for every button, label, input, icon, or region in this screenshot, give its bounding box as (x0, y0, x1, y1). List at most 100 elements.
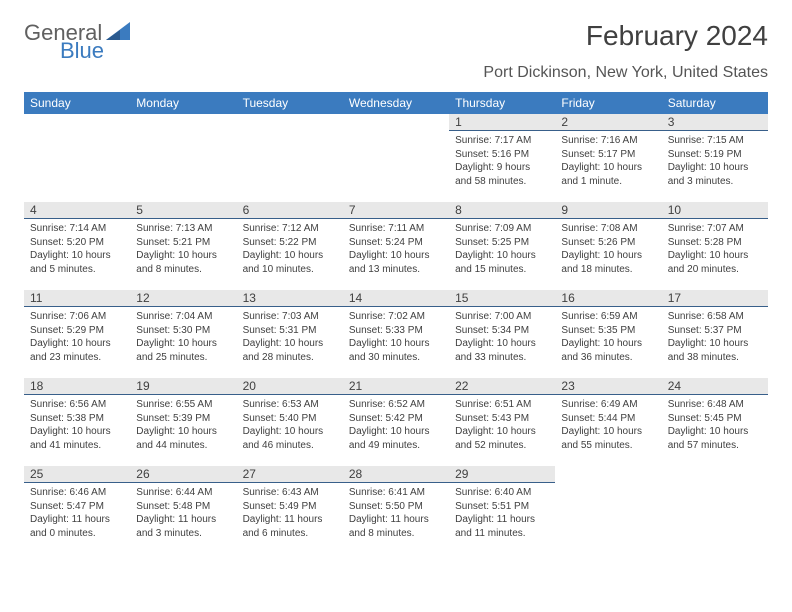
calendar-day-cell: 2Sunrise: 7:16 AMSunset: 5:17 PMDaylight… (555, 114, 661, 202)
sunrise-text: Sunrise: 6:44 AM (136, 486, 230, 500)
day-number (555, 466, 661, 468)
weekday-header: Sunday (24, 92, 130, 114)
sunset-text: Sunset: 5:24 PM (349, 236, 443, 250)
sunrise-text: Sunrise: 7:02 AM (349, 310, 443, 324)
daylight-text: Daylight: 11 hours and 8 minutes. (349, 513, 443, 540)
sunset-text: Sunset: 5:39 PM (136, 412, 230, 426)
daylight-text: Daylight: 10 hours and 18 minutes. (561, 249, 655, 276)
calendar-week-row: 25Sunrise: 6:46 AMSunset: 5:47 PMDayligh… (24, 466, 768, 554)
sunrise-text: Sunrise: 6:59 AM (561, 310, 655, 324)
daylight-text: Daylight: 10 hours and 1 minute. (561, 161, 655, 188)
daylight-text: Daylight: 10 hours and 33 minutes. (455, 337, 549, 364)
sun-info: Sunrise: 6:44 AMSunset: 5:48 PMDaylight:… (130, 483, 236, 542)
daylight-text: Daylight: 10 hours and 52 minutes. (455, 425, 549, 452)
daylight-text: Daylight: 10 hours and 10 minutes. (243, 249, 337, 276)
sunrise-text: Sunrise: 7:09 AM (455, 222, 549, 236)
day-number: 13 (237, 290, 343, 307)
sun-info: Sunrise: 6:53 AMSunset: 5:40 PMDaylight:… (237, 395, 343, 454)
daylight-text: Daylight: 10 hours and 20 minutes. (668, 249, 762, 276)
calendar-week-row: 4Sunrise: 7:14 AMSunset: 5:20 PMDaylight… (24, 202, 768, 290)
calendar-day-cell: 5Sunrise: 7:13 AMSunset: 5:21 PMDaylight… (130, 202, 236, 290)
sunset-text: Sunset: 5:34 PM (455, 324, 549, 338)
day-number (662, 466, 768, 468)
calendar-day-cell: 8Sunrise: 7:09 AMSunset: 5:25 PMDaylight… (449, 202, 555, 290)
weekday-header: Saturday (662, 92, 768, 114)
day-number: 28 (343, 466, 449, 483)
day-number: 18 (24, 378, 130, 395)
sunset-text: Sunset: 5:50 PM (349, 500, 443, 514)
daylight-text: Daylight: 10 hours and 55 minutes. (561, 425, 655, 452)
daylight-text: Daylight: 10 hours and 38 minutes. (668, 337, 762, 364)
calendar-day-cell: 9Sunrise: 7:08 AMSunset: 5:26 PMDaylight… (555, 202, 661, 290)
day-number: 7 (343, 202, 449, 219)
weekday-header: Tuesday (237, 92, 343, 114)
sun-info: Sunrise: 7:13 AMSunset: 5:21 PMDaylight:… (130, 219, 236, 278)
sunrise-text: Sunrise: 6:49 AM (561, 398, 655, 412)
sunset-text: Sunset: 5:47 PM (30, 500, 124, 514)
day-number: 12 (130, 290, 236, 307)
day-number: 9 (555, 202, 661, 219)
daylight-text: Daylight: 10 hours and 25 minutes. (136, 337, 230, 364)
weekday-header-row: Sunday Monday Tuesday Wednesday Thursday… (24, 92, 768, 114)
page-title: February 2024 (586, 20, 768, 52)
daylight-text: Daylight: 10 hours and 28 minutes. (243, 337, 337, 364)
sun-info: Sunrise: 7:16 AMSunset: 5:17 PMDaylight:… (555, 131, 661, 190)
sun-info: Sunrise: 7:08 AMSunset: 5:26 PMDaylight:… (555, 219, 661, 278)
weekday-header: Wednesday (343, 92, 449, 114)
sunset-text: Sunset: 5:44 PM (561, 412, 655, 426)
day-number: 25 (24, 466, 130, 483)
sun-info: Sunrise: 6:46 AMSunset: 5:47 PMDaylight:… (24, 483, 130, 542)
sunrise-text: Sunrise: 7:03 AM (243, 310, 337, 324)
calendar-day-cell (24, 114, 130, 202)
sun-info: Sunrise: 7:09 AMSunset: 5:25 PMDaylight:… (449, 219, 555, 278)
calendar-day-cell: 25Sunrise: 6:46 AMSunset: 5:47 PMDayligh… (24, 466, 130, 554)
day-number (237, 114, 343, 116)
day-number: 3 (662, 114, 768, 131)
sunset-text: Sunset: 5:37 PM (668, 324, 762, 338)
calendar-day-cell: 18Sunrise: 6:56 AMSunset: 5:38 PMDayligh… (24, 378, 130, 466)
calendar-day-cell: 12Sunrise: 7:04 AMSunset: 5:30 PMDayligh… (130, 290, 236, 378)
daylight-text: Daylight: 10 hours and 44 minutes. (136, 425, 230, 452)
calendar-day-cell (662, 466, 768, 554)
day-number (343, 114, 449, 116)
calendar-day-cell: 29Sunrise: 6:40 AMSunset: 5:51 PMDayligh… (449, 466, 555, 554)
sunset-text: Sunset: 5:51 PM (455, 500, 549, 514)
day-number: 21 (343, 378, 449, 395)
day-number: 27 (237, 466, 343, 483)
day-number: 16 (555, 290, 661, 307)
calendar-day-cell (130, 114, 236, 202)
daylight-text: Daylight: 11 hours and 6 minutes. (243, 513, 337, 540)
day-number (130, 114, 236, 116)
sunset-text: Sunset: 5:19 PM (668, 148, 762, 162)
calendar-table: Sunday Monday Tuesday Wednesday Thursday… (24, 92, 768, 554)
sunrise-text: Sunrise: 6:56 AM (30, 398, 124, 412)
calendar-day-cell: 10Sunrise: 7:07 AMSunset: 5:28 PMDayligh… (662, 202, 768, 290)
logo-text-blue: Blue (60, 38, 104, 64)
sunrise-text: Sunrise: 6:40 AM (455, 486, 549, 500)
daylight-text: Daylight: 9 hours and 58 minutes. (455, 161, 549, 188)
sun-info: Sunrise: 7:15 AMSunset: 5:19 PMDaylight:… (662, 131, 768, 190)
calendar-day-cell: 28Sunrise: 6:41 AMSunset: 5:50 PMDayligh… (343, 466, 449, 554)
sunset-text: Sunset: 5:45 PM (668, 412, 762, 426)
daylight-text: Daylight: 11 hours and 3 minutes. (136, 513, 230, 540)
sunrise-text: Sunrise: 7:08 AM (561, 222, 655, 236)
daylight-text: Daylight: 10 hours and 46 minutes. (243, 425, 337, 452)
sunrise-text: Sunrise: 7:13 AM (136, 222, 230, 236)
sunrise-text: Sunrise: 6:55 AM (136, 398, 230, 412)
sunrise-text: Sunrise: 7:12 AM (243, 222, 337, 236)
day-number: 22 (449, 378, 555, 395)
weekday-header: Thursday (449, 92, 555, 114)
day-number: 6 (237, 202, 343, 219)
calendar-week-row: 11Sunrise: 7:06 AMSunset: 5:29 PMDayligh… (24, 290, 768, 378)
calendar-day-cell: 21Sunrise: 6:52 AMSunset: 5:42 PMDayligh… (343, 378, 449, 466)
daylight-text: Daylight: 11 hours and 0 minutes. (30, 513, 124, 540)
calendar-day-cell: 6Sunrise: 7:12 AMSunset: 5:22 PMDaylight… (237, 202, 343, 290)
calendar-day-cell: 15Sunrise: 7:00 AMSunset: 5:34 PMDayligh… (449, 290, 555, 378)
day-number: 11 (24, 290, 130, 307)
sunrise-text: Sunrise: 7:11 AM (349, 222, 443, 236)
sunrise-text: Sunrise: 7:07 AM (668, 222, 762, 236)
sunrise-text: Sunrise: 6:51 AM (455, 398, 549, 412)
sun-info: Sunrise: 6:40 AMSunset: 5:51 PMDaylight:… (449, 483, 555, 542)
daylight-text: Daylight: 10 hours and 57 minutes. (668, 425, 762, 452)
sunset-text: Sunset: 5:25 PM (455, 236, 549, 250)
